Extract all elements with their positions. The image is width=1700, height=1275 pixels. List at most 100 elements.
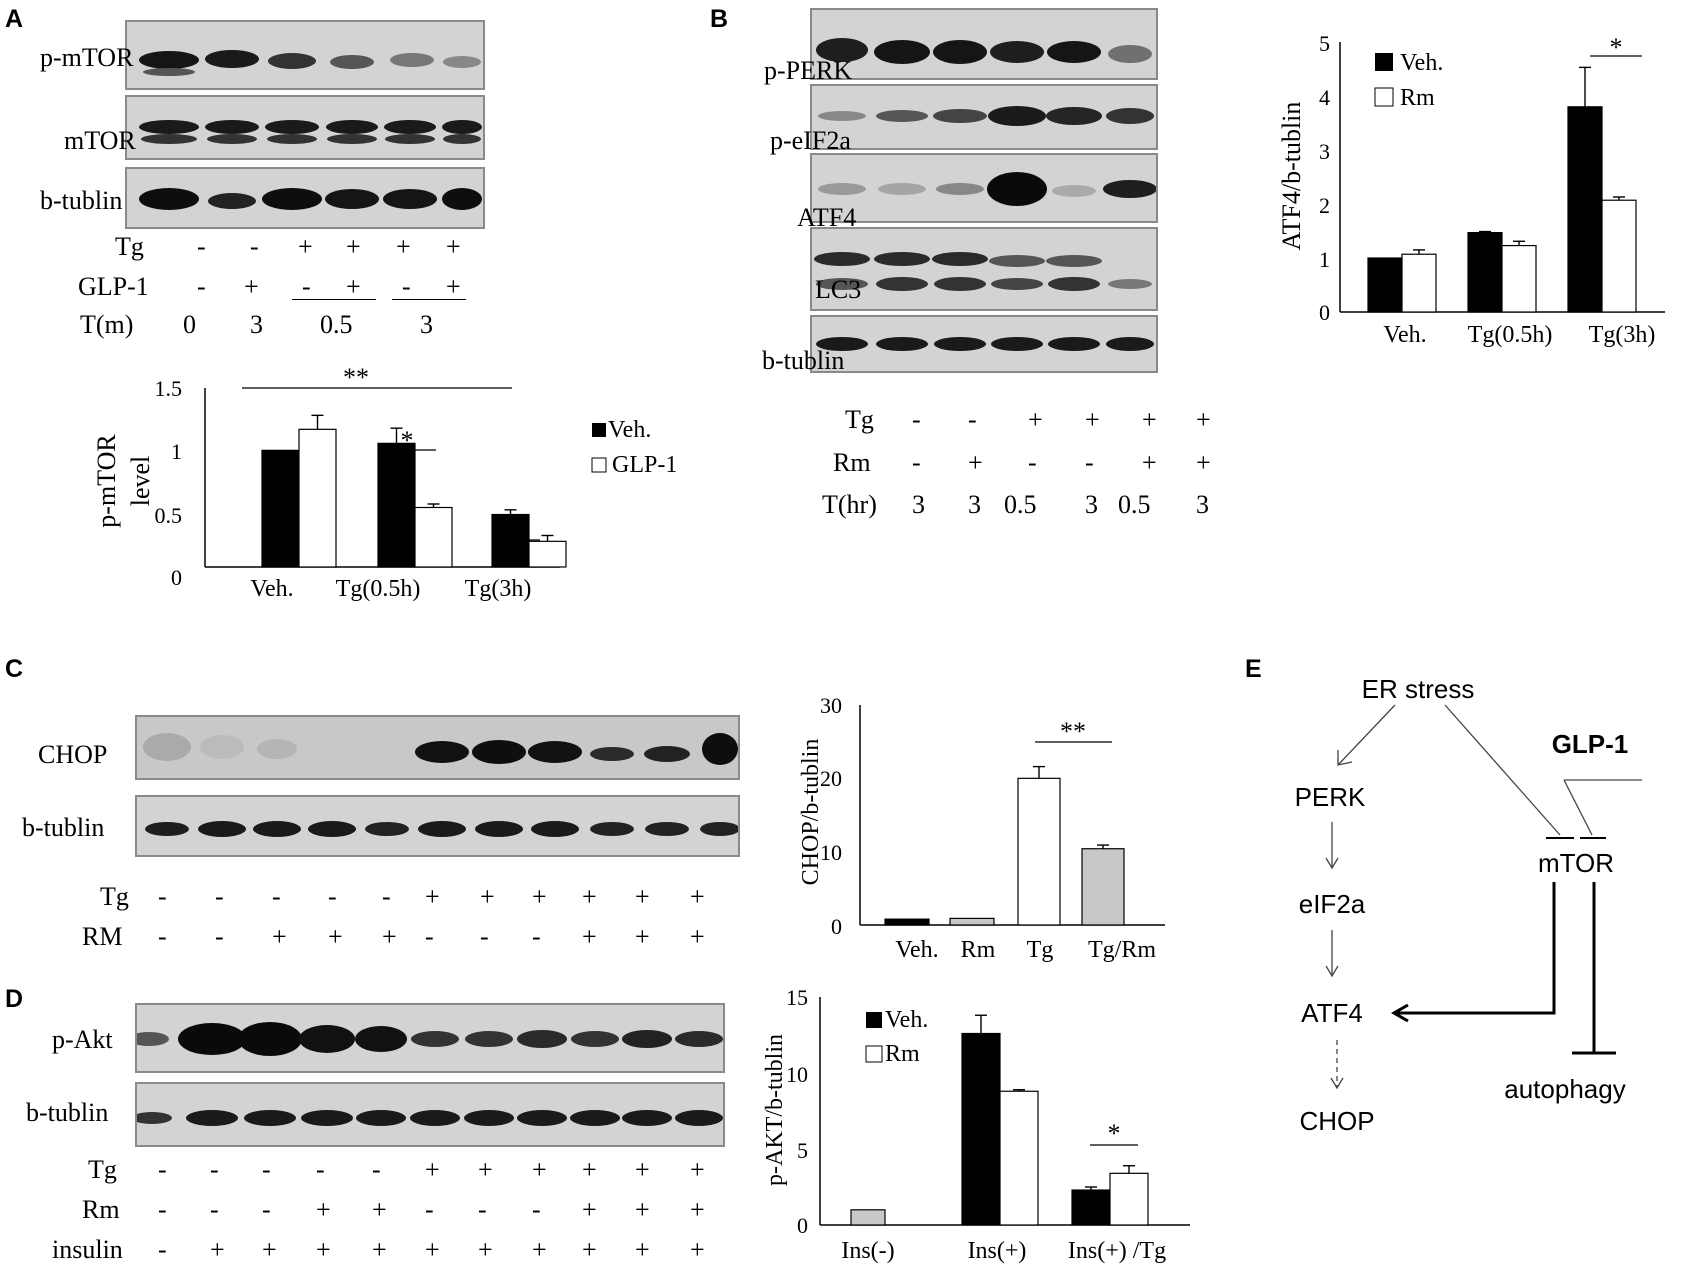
cond-value: + xyxy=(690,922,705,951)
cond-value: + xyxy=(1028,405,1043,434)
cond-value: + xyxy=(635,1235,650,1264)
cond-value: + xyxy=(244,272,259,301)
cond-label-rm: Rm xyxy=(82,1195,120,1224)
cond-value: + xyxy=(262,1235,277,1264)
cond-value: + xyxy=(582,1235,597,1264)
cond-value: + xyxy=(328,922,343,951)
blot-bands xyxy=(814,252,1152,291)
cond-value: 3 xyxy=(968,490,981,519)
blot-chop xyxy=(135,715,740,780)
cond-value: - xyxy=(215,882,224,911)
blot-bands xyxy=(818,172,1157,206)
blot-b-tublin-d xyxy=(132,1082,725,1147)
blot-p-akt xyxy=(129,1003,725,1073)
cond-value: - xyxy=(1085,448,1094,477)
legend-label: Rm xyxy=(1400,85,1435,111)
panel-label-d: D xyxy=(5,985,24,1013)
legend-swatch xyxy=(592,423,606,437)
arrow-mtor-atf4 xyxy=(1394,882,1556,1015)
x-category-label: Tg/Rm xyxy=(1088,937,1156,963)
ytick-label: 30 xyxy=(820,693,842,718)
blot-label-b-tublin: b-tublin xyxy=(22,813,105,842)
blot-label-chop: CHOP xyxy=(38,740,108,769)
cond-value: + xyxy=(478,1155,493,1184)
bar-veh-2 xyxy=(1071,1189,1111,1226)
chart-b: 5 4 3 2 1 0 ATF4/b-tublin Veh. Tg(0.5h) … xyxy=(1277,31,1665,348)
cond-value: 3 xyxy=(250,310,263,339)
cond-value: + xyxy=(372,1195,387,1224)
cond-value: 0.5 xyxy=(1004,490,1037,519)
cond-value: + xyxy=(532,1235,547,1264)
y-axis-label: CHOP/b-tublin xyxy=(798,739,824,886)
cond-label-insulin: insulin xyxy=(52,1235,123,1264)
panel-label-b: B xyxy=(710,5,729,33)
bar-veh-0 xyxy=(1367,257,1403,313)
cond-value: + xyxy=(382,922,397,951)
y-axis-label: p-AKT/b-tublin xyxy=(762,1034,788,1186)
legend-swatch xyxy=(591,457,607,473)
ytick-label: 15 xyxy=(786,985,808,1010)
blot-bands xyxy=(139,50,481,76)
cond-value: - xyxy=(302,272,311,301)
ytick-label: 1.5 xyxy=(155,376,183,401)
chart-d: 15 10 5 0 p-AKT/b-tublin Ins(-) Ins(+) I… xyxy=(762,985,1190,1264)
blot-bands xyxy=(145,821,740,837)
blot-label-b-tublin: b-tublin xyxy=(40,186,123,215)
node-autophagy: autophagy xyxy=(1504,1074,1625,1104)
blot-p-eif2a xyxy=(810,84,1158,150)
cond-value: - xyxy=(197,272,206,301)
node-chop: CHOP xyxy=(1299,1106,1374,1136)
bar-veh-1 xyxy=(377,442,416,568)
ytick-label: 1 xyxy=(1319,247,1330,272)
cond-value: + xyxy=(346,232,361,261)
bar-veh-0 xyxy=(261,449,300,568)
cond-value: + xyxy=(480,882,495,911)
cond-label-tg: Tg xyxy=(100,882,129,911)
cond-value: + xyxy=(425,882,440,911)
node-eif2a: eIF2a xyxy=(1299,889,1366,919)
cond-label-tg: Tg xyxy=(88,1155,117,1184)
panel-label-c: C xyxy=(5,655,24,683)
blot-p-perk xyxy=(810,8,1158,80)
cond-label-time: T(m) xyxy=(80,310,134,339)
cond-label-tg: Tg xyxy=(845,405,874,434)
inhibit-er-mtor xyxy=(1444,704,1561,836)
legend-swatch xyxy=(1374,87,1394,107)
cond-value: - xyxy=(272,882,281,911)
blot-label-atf4: ATF4 xyxy=(797,203,857,232)
cond-value: - xyxy=(215,922,224,951)
cond-label-rm: RM xyxy=(82,922,123,951)
bar-rm-1 xyxy=(999,1090,1039,1226)
blot-label-mtor: mTOR xyxy=(64,126,136,155)
cond-value: + xyxy=(635,1155,650,1184)
y-axis-label: p-mTOR level xyxy=(92,434,155,528)
cond-value: + xyxy=(1196,405,1211,434)
bar-glp1-1 xyxy=(414,506,453,568)
ytick-label: 4 xyxy=(1319,85,1330,110)
node-perk: PERK xyxy=(1295,782,1366,812)
cond-value: - xyxy=(158,922,167,951)
ytick-label: 10 xyxy=(786,1062,808,1087)
ytick-label: 2 xyxy=(1319,193,1330,218)
legend-label: Rm xyxy=(885,1041,920,1067)
bar-rm-0 xyxy=(1401,253,1437,313)
cond-value: - xyxy=(532,1195,541,1224)
node-mtor: mTOR xyxy=(1538,848,1614,878)
ytick-label: 0 xyxy=(831,914,842,939)
blot-b-tublin-b xyxy=(810,315,1158,373)
cond-value: - xyxy=(158,1155,167,1184)
cond-value: - xyxy=(372,1155,381,1184)
node-atf4: ATF4 xyxy=(1301,998,1363,1028)
x-category-label: Tg(3h) xyxy=(1589,322,1656,348)
cond-value: + xyxy=(478,1235,493,1264)
cond-value: + xyxy=(690,1235,705,1264)
arrowhead xyxy=(1325,965,1339,978)
significance-mark: * xyxy=(401,426,414,455)
blot-atf4 xyxy=(810,153,1158,223)
blot-bands xyxy=(139,188,482,210)
cond-value: - xyxy=(197,232,206,261)
blot-label-p-perk: p-PERK xyxy=(764,56,853,85)
node-er-stress: ER stress xyxy=(1362,674,1475,704)
pathway-diagram: ER stress GLP-1 PERK eIF2a ATF4 CHOP mTO… xyxy=(1295,674,1642,1136)
blot-bands xyxy=(139,120,482,144)
